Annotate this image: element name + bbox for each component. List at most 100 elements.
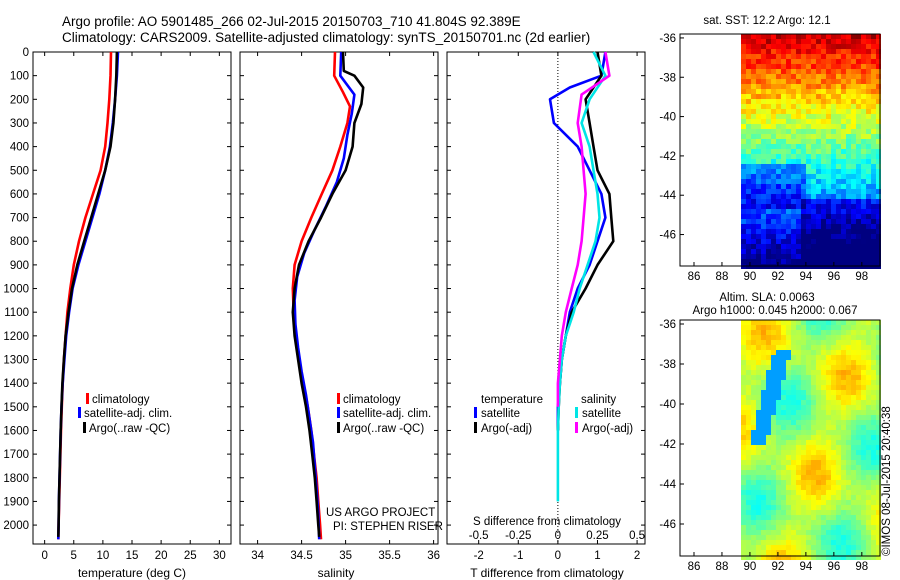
sst-cell [761,124,766,129]
sla-cell [846,430,851,435]
sla-cell [816,495,821,500]
sst-cell [811,149,816,154]
sst-cell [806,94,811,99]
sla-cell [876,505,881,510]
sst-cell [786,134,791,139]
sla-cell [876,475,881,480]
sst-cell [746,254,751,259]
sst-cell [786,254,791,259]
sla-cell [851,530,856,535]
sst-cell [846,154,851,159]
sla-cell [751,450,756,455]
sst-cell [806,49,811,54]
sst-heatmap [741,34,881,269]
legend-label-argo: Argo(..raw -QC) [343,423,424,435]
sst-cell [836,74,841,79]
sst-cell [786,89,791,94]
sla-cell [851,510,856,515]
sla-cell [806,405,811,410]
sst-cell [846,189,851,194]
sst-cell [806,204,811,209]
sst-cell [836,179,841,184]
sla-cell [806,430,811,435]
sst-cell [801,84,806,89]
sst-cell [791,254,796,259]
sst-cell [741,139,746,144]
sst-cell [866,129,871,134]
sla-cell [856,465,861,470]
sla-cell [816,545,821,550]
sst-cell [741,99,746,104]
sla-cell [741,445,746,450]
sst-cell [856,149,861,154]
sla-cell [786,400,791,405]
sla-cell [746,460,751,465]
sst-cell [876,84,881,89]
sla-cell [866,435,871,440]
sst-cell [851,94,856,99]
sst-cell [846,44,851,49]
sst-cell [866,104,871,109]
sla-cell [831,415,836,420]
sla-cell [876,400,881,405]
sst-cell [766,49,771,54]
sla-cell [801,400,806,405]
sst-cell [821,54,826,59]
sst-cell [756,94,761,99]
sla-cell [841,435,846,440]
sla-cell [826,385,831,390]
sst-cell [786,79,791,84]
sst-cell [836,134,841,139]
salinity-xlabel: salinity [318,566,355,580]
sla-cell [786,395,791,400]
sst-cell [781,239,786,244]
y-tick-label: -40 [659,112,676,124]
sst-cell [781,229,786,234]
sst-cell [811,79,816,84]
sla-cell [751,350,756,355]
sst-cell [751,209,756,214]
sst-cell [791,249,796,254]
sst-cell [871,164,876,169]
sla-cell [811,440,816,445]
sla-cell [806,395,811,400]
sla-cell [766,445,771,450]
sla-cell [801,500,806,505]
sst-cell [856,34,861,39]
sla-cell [801,495,806,500]
sst-cell [756,229,761,234]
sla-cell [871,430,876,435]
y-tick-label: -44 [659,190,676,202]
sla-cell [866,420,871,425]
sst-cell [781,129,786,134]
sst-cell [811,254,816,259]
sla-cell [851,505,856,510]
sla-cell [871,420,876,425]
sla-cell [866,405,871,410]
y-tick-label: 100 [10,71,29,83]
sla-cell [796,325,801,330]
sla-cell [766,425,771,430]
sla-cell [741,435,746,440]
sla-cell [766,415,771,420]
y-tick-label: 1700 [3,449,29,461]
sst-cell [771,59,776,64]
sst-cell [801,199,806,204]
sst-cell [846,199,851,204]
sla-cell [866,530,871,535]
sst-cell [776,44,781,49]
x-tick-label: 98 [855,271,868,283]
sla-cell [791,335,796,340]
sla-cell [761,410,766,415]
sst-cell [831,139,836,144]
sla-cell [821,395,826,400]
sla-cell [781,540,786,545]
sla-cell [836,465,841,470]
sla-cell [846,435,851,440]
sla-cell [756,385,761,390]
sla-cell [771,500,776,505]
sst-cell [766,154,771,159]
sla-cell [781,350,786,355]
sst-cell [771,224,776,229]
sla-cell [821,485,826,490]
